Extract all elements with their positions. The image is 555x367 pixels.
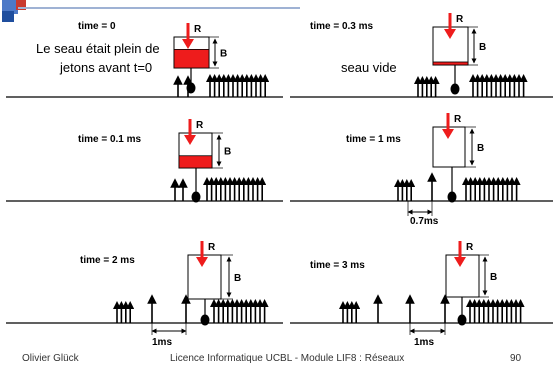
bucket-size-label: B [490,272,497,283]
bucket-size-label: B [477,143,484,154]
panel-0: time = 0 Le seau était plein de jetons ava… [6,21,283,98]
bucket-size-label: B [220,49,227,60]
packet-gate [447,191,457,203]
panel-note: seau vide [341,60,397,75]
panel-note: Le seau était plein de [36,41,160,56]
token-rate-arrowhead [444,29,456,39]
panel-2: time = 0.1 ms R B [6,119,283,203]
token-rate-arrowhead [196,257,208,267]
bucket-size-label: B [479,42,486,53]
footer: Olivier Glück Licence Informatique UCBL … [22,353,522,364]
time-label: time = 3 ms [310,260,365,271]
packet-gate [200,314,210,326]
rate-label: R [454,114,462,125]
panel-5: time = 3 ms R B 1ms [290,241,553,348]
header-square-red [16,0,26,10]
rate-label: R [466,242,474,253]
time-label: time = 0.3 ms [310,21,374,32]
packet-gate [450,83,460,95]
panel-4: time = 2 ms R B 1ms [6,241,283,348]
header-square-dark [2,11,14,22]
panels: time = 0 Le seau était plein de jetons ava… [6,13,553,348]
panel-1: time = 0.3 ms seau vide R B [290,13,553,98]
interval-label: 1ms [414,337,434,348]
packet-gate [191,191,201,203]
token-rate-arrowhead [442,129,454,139]
rate-label: R [194,24,202,35]
token-rate-arrowhead [454,257,466,267]
bucket-size-label: B [224,147,231,158]
token-rate-arrowhead [182,39,194,49]
panel-note: jetons avant t=0 [59,60,152,75]
bucket-tokens [173,49,210,69]
header-square-blue [2,0,18,14]
packet-gate [457,314,467,326]
bucket-tokens [178,155,213,169]
rate-label: R [196,120,204,131]
bucket-tokens [432,61,469,66]
rate-label: R [208,242,216,253]
footer-course: Licence Informatique UCBL - Module LIF8 … [170,353,404,364]
interval-label: 0.7ms [410,216,439,227]
time-label: time = 2 ms [80,255,135,266]
time-label: time = 1 ms [346,134,401,145]
footer-author: Olivier Glück [22,353,80,364]
time-label: time = 0 [78,21,116,32]
time-label: time = 0.1 ms [78,134,142,145]
panel-3: time = 1 ms R B 0.7ms [290,113,553,227]
token-rate-arrowhead [184,135,196,145]
header-logo [2,0,26,22]
bucket-size-label: B [234,273,241,284]
footer-page-number: 90 [510,353,522,364]
rate-label: R [456,14,464,25]
interval-label: 1ms [152,337,172,348]
